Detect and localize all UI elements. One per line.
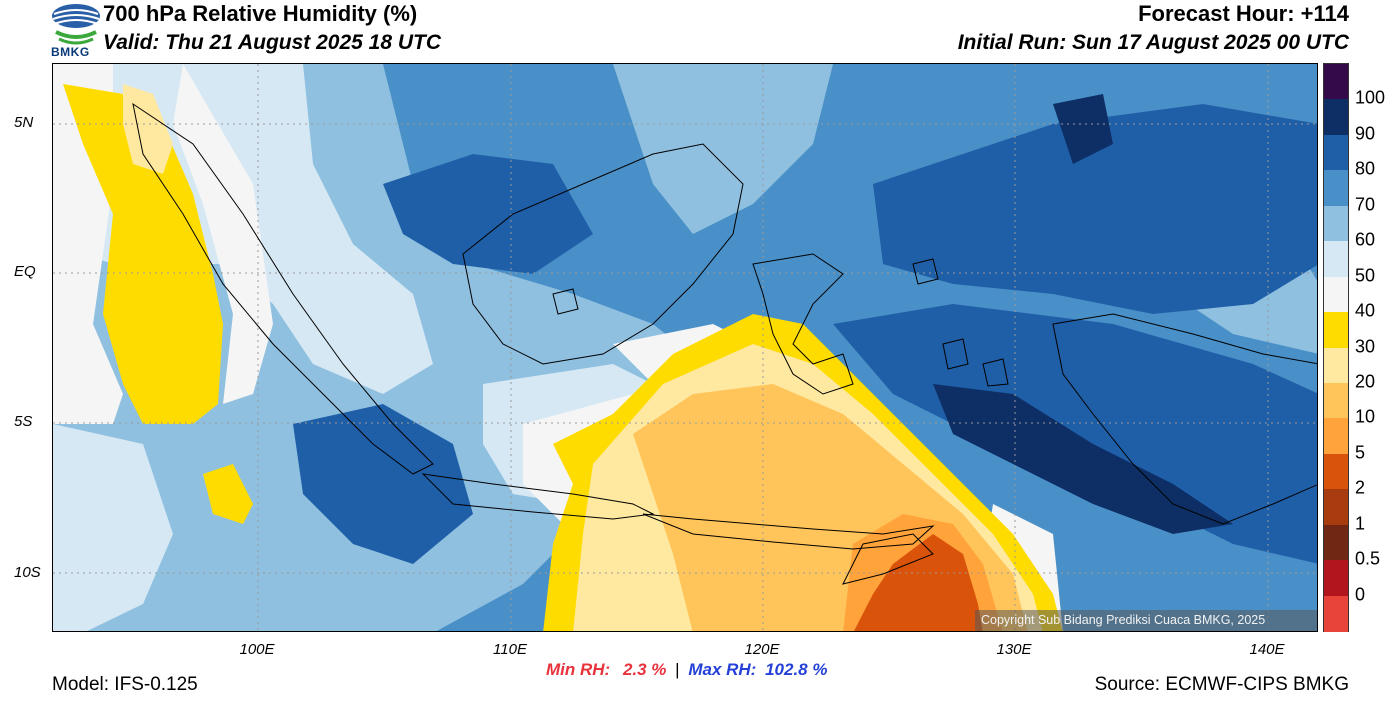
min-rh-label: Min RH: <box>546 660 611 679</box>
colorbar-segment <box>1324 312 1348 348</box>
field-band-80-90-sumatra <box>293 404 473 564</box>
field-band-60-70-north <box>613 64 833 234</box>
colorbar-label: 40 <box>1355 300 1376 321</box>
colorbar-segment <box>1324 276 1348 313</box>
colorbar-label: 2 <box>1355 477 1366 498</box>
graticule <box>53 64 1317 631</box>
bmkg-logo-icon <box>52 4 100 45</box>
field-band-2-5 <box>854 534 983 631</box>
colorbar-label: 5 <box>1355 442 1366 463</box>
colorbar-segment <box>1324 134 1348 171</box>
map-title: 700 hPa Relative Humidity (%) <box>103 1 418 26</box>
field-band-50-60-sw <box>53 424 173 631</box>
colorbar-label: 100 <box>1355 87 1386 108</box>
field-band-40-50-sumatra-coast <box>173 64 273 404</box>
field-band-90-100-north <box>1053 94 1113 164</box>
initial-run: Initial Run: Sun 17 August 2025 00 UTC <box>957 31 1349 54</box>
field-band-80-90-pacific <box>873 104 1317 314</box>
colorbar-segment <box>1324 524 1348 561</box>
lat-label-5n: 5N <box>14 114 34 131</box>
colorbar-segment <box>1324 560 1348 597</box>
forecast-hour: Forecast Hour: +114 <box>1138 1 1349 26</box>
field-band-20-30-north <box>123 84 173 174</box>
humidity-field <box>53 64 1317 631</box>
min-rh-value: 2.3 % <box>622 660 667 679</box>
colorbar <box>1323 63 1349 632</box>
colorbar-segment <box>1324 99 1348 136</box>
colorbar-label: 50 <box>1355 265 1376 286</box>
source-info: Source: ECMWF-CIPS BMKG <box>1094 674 1349 695</box>
max-rh-label: Max RH: <box>688 660 757 679</box>
lon-label-110e: 110E <box>493 641 527 658</box>
stats-separator: | <box>675 660 680 679</box>
colorbar-segment <box>1324 170 1348 207</box>
model-info: Model: IFS-0.125 <box>52 674 198 695</box>
colorbar-label: 60 <box>1355 229 1376 250</box>
colorbar-label: 0 <box>1355 584 1366 605</box>
humidity-map <box>52 63 1318 632</box>
lat-label-eq: EQ <box>14 263 36 280</box>
copyright-notice: Copyright Sub Bidang Prediksi Cuaca BMKG… <box>975 610 1317 631</box>
field-band-30-40-sw-blob <box>203 464 253 524</box>
field-band-90-100 <box>933 384 1233 534</box>
lon-label-140e: 140E <box>1249 641 1285 658</box>
logo-text: BMKG <box>51 45 90 59</box>
max-rh-value: 102.8 % <box>765 660 828 679</box>
colorbar-label: 10 <box>1355 406 1376 427</box>
colorbar-label: 30 <box>1355 336 1376 356</box>
colorbar-label: 0.5 <box>1355 548 1381 569</box>
field-band-80-90-borneo <box>383 154 593 274</box>
colorbar-label: 90 <box>1355 123 1376 144</box>
colorbar-label: 20 <box>1355 371 1376 392</box>
colorbar-segment <box>1324 418 1348 455</box>
colorbar-segment <box>1324 205 1348 242</box>
colorbar-segment <box>1324 489 1348 526</box>
colorbar-segment <box>1324 347 1348 384</box>
coastlines <box>132 102 1317 585</box>
lon-label-120e: 120E <box>744 641 780 658</box>
lon-label-130e: 130E <box>996 641 1032 658</box>
lon-label-100e: 100E <box>239 641 275 658</box>
lat-label-5s: 5S <box>14 413 33 430</box>
colorbar-segment <box>1324 64 1348 100</box>
colorbar-segment <box>1324 382 1348 419</box>
colorbar-segment <box>1324 595 1348 632</box>
colorbar-label: 1 <box>1355 513 1366 534</box>
colorbar-label: 80 <box>1355 158 1376 179</box>
colorbar-label: 70 <box>1355 194 1376 215</box>
rh-stats: Min RH: 2.3 % | Max RH: 102.8 % <box>546 660 827 680</box>
colorbar-segment <box>1324 453 1348 490</box>
colorbar-segment <box>1324 241 1348 278</box>
valid-time: Valid: Thu 21 August 2025 18 UTC <box>103 31 442 54</box>
lat-label-10s: 10S <box>14 564 41 581</box>
field-band-30-40-indian-ocean <box>63 84 223 424</box>
